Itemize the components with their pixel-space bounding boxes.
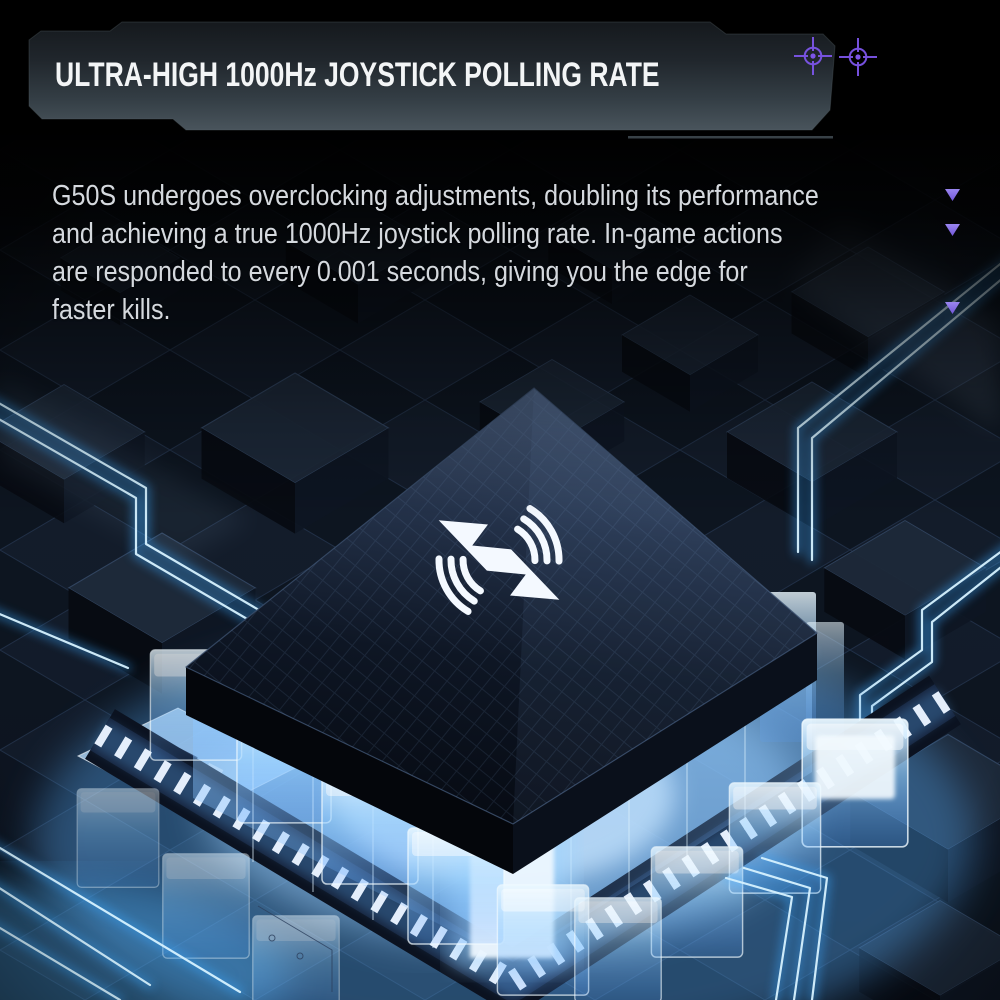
description-text: G50S undergoes overclocking adjustments,… [52, 177, 819, 329]
description-line: G50S undergoes overclocking adjustments,… [52, 180, 819, 212]
title-banner [28, 21, 836, 139]
crosshair-reticle-icon [839, 38, 877, 76]
description-line: are responded to every 0.001 seconds, gi… [52, 256, 748, 288]
description-line: and achieving a true 1000Hz joystick pol… [52, 218, 783, 250]
description-line: faster kills. [52, 294, 171, 326]
banner-underline-strip [628, 136, 833, 139]
page-title: ULTRA-HIGH 1000Hz JOYSTICK POLLING RATE [55, 56, 660, 94]
banner-plate [28, 21, 836, 131]
crosshair-reticle-icon [794, 37, 832, 75]
